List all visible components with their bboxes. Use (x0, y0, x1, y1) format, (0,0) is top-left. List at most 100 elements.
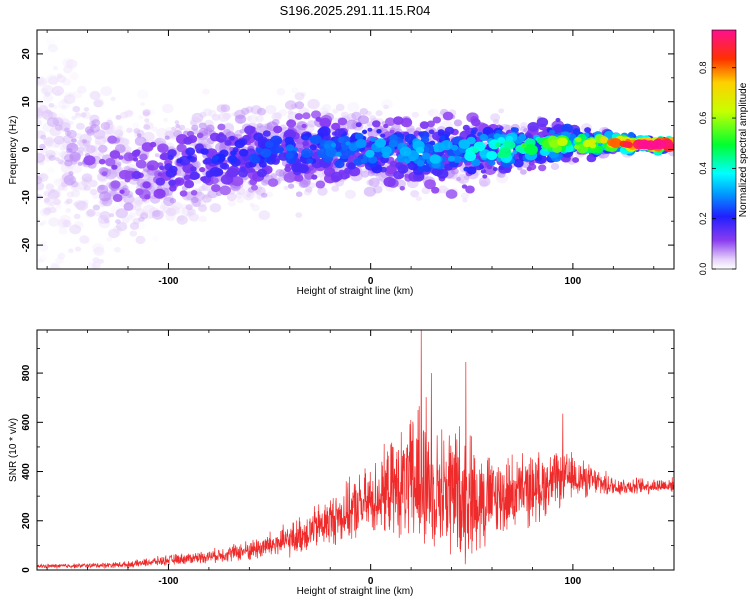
heatmap-cell (429, 154, 441, 164)
heatmap-cell (83, 185, 91, 191)
heatmap-cell (453, 119, 463, 127)
heatmap-cell (81, 173, 93, 183)
heatmap-cell (98, 151, 105, 157)
heatmap-cell (88, 179, 98, 188)
heatmap-cell (64, 127, 70, 133)
heatmap-cell (337, 117, 348, 126)
x-tick-label: 0 (368, 276, 374, 287)
heatmap-cell (69, 72, 79, 81)
heatmap-cell (41, 84, 54, 95)
heatmap-cell (131, 170, 142, 180)
heatmap-cell (64, 159, 73, 167)
heatmap-cell (375, 110, 383, 117)
heatmap-cell (226, 167, 239, 178)
heatmap-cell (353, 157, 363, 166)
heatmap-cell (360, 170, 370, 178)
heatmap-cell (276, 88, 286, 96)
heatmap-cell (185, 204, 193, 211)
heatmap-cell (493, 133, 501, 140)
heatmap-cell (69, 224, 82, 235)
heatmap-cell (431, 186, 440, 194)
heatmap-cell (155, 177, 166, 186)
heatmap-cell (411, 111, 420, 118)
heatmap-cell (337, 136, 345, 143)
heatmap-cell (458, 139, 471, 150)
heatmap-cell (550, 163, 560, 170)
heatmap-cell (37, 119, 43, 127)
heatmap-cell (49, 263, 61, 269)
heatmap-cell (479, 165, 485, 170)
heatmap-cell (151, 235, 159, 242)
heatmap-cell (76, 200, 88, 211)
heatmap-cell (495, 142, 501, 147)
heatmap-cell (512, 150, 518, 155)
heatmap-cell (37, 107, 44, 117)
heatmap-cell (47, 167, 55, 174)
heatmap-cell (183, 174, 191, 181)
heatmap-cell (332, 108, 339, 114)
heatmap-cell (275, 146, 285, 154)
heatmap-cell (202, 88, 210, 95)
heatmap-cell (275, 169, 285, 177)
heatmap-cell (368, 155, 378, 164)
y-tick-label: 200 (21, 512, 32, 529)
heatmap-cell (41, 110, 54, 120)
heatmap-cell (198, 215, 207, 223)
heatmap-cell (246, 193, 252, 198)
heatmap-cell (123, 202, 134, 211)
heatmap-cell (528, 160, 535, 166)
heatmap-cell (198, 122, 207, 130)
heatmap-cell (44, 91, 51, 97)
heatmap-cell (174, 120, 180, 125)
heatmap-cell (41, 278, 51, 286)
heatmap-cell (258, 210, 271, 221)
heatmap-cell (452, 155, 462, 163)
heatmap-cell (574, 144, 580, 150)
heatmap-cell (641, 140, 652, 149)
heatmap-cell (50, 12, 55, 16)
heatmap-cell (196, 132, 204, 139)
heatmap-cell (331, 122, 341, 131)
heatmap-cell (184, 180, 195, 189)
colorbar-tick-label: 0.4 (698, 162, 708, 175)
heatmap-cell (72, 105, 81, 113)
heatmap-cell (213, 168, 224, 177)
heatmap-cell (124, 109, 133, 118)
heatmap-cell (53, 135, 65, 145)
heatmap-cell (219, 185, 231, 196)
heatmap-cell (249, 202, 255, 208)
heatmap-cell (57, 159, 64, 165)
heatmap-cell (72, 164, 83, 174)
heatmap-cell (43, 208, 52, 215)
heatmap-cell (200, 176, 207, 182)
heatmap-cell (524, 143, 537, 154)
heatmap-cell (176, 215, 188, 225)
heatmap-cell (442, 111, 454, 121)
heatmap-cell (365, 149, 375, 158)
heatmap-cell (486, 150, 498, 161)
heatmap-cell (520, 143, 527, 148)
heatmap-cell (424, 179, 436, 190)
heatmap-cell (185, 147, 196, 156)
heatmap-cell (84, 126, 94, 134)
heatmap-cell (93, 246, 105, 256)
heatmap-cell (226, 192, 237, 202)
heatmap-cell (388, 139, 398, 148)
heatmap-cell (460, 192, 469, 200)
heatmap-cell (330, 142, 337, 148)
heatmap-cell (132, 122, 140, 129)
heatmap-cell (389, 129, 395, 134)
heatmap-cell (437, 129, 445, 135)
heatmap-cell (260, 148, 272, 158)
heatmap-cell (220, 104, 231, 113)
heatmap-cell (231, 176, 244, 187)
snr-series-line (37, 330, 674, 570)
heatmap-cell (555, 117, 561, 123)
heatmap-cell (372, 120, 381, 128)
y-tick-label: 20 (21, 48, 32, 60)
heatmap-cell (419, 121, 429, 129)
heatmap-cell (295, 212, 303, 218)
heatmap-cell (368, 177, 380, 187)
heatmap-cell (163, 117, 169, 123)
